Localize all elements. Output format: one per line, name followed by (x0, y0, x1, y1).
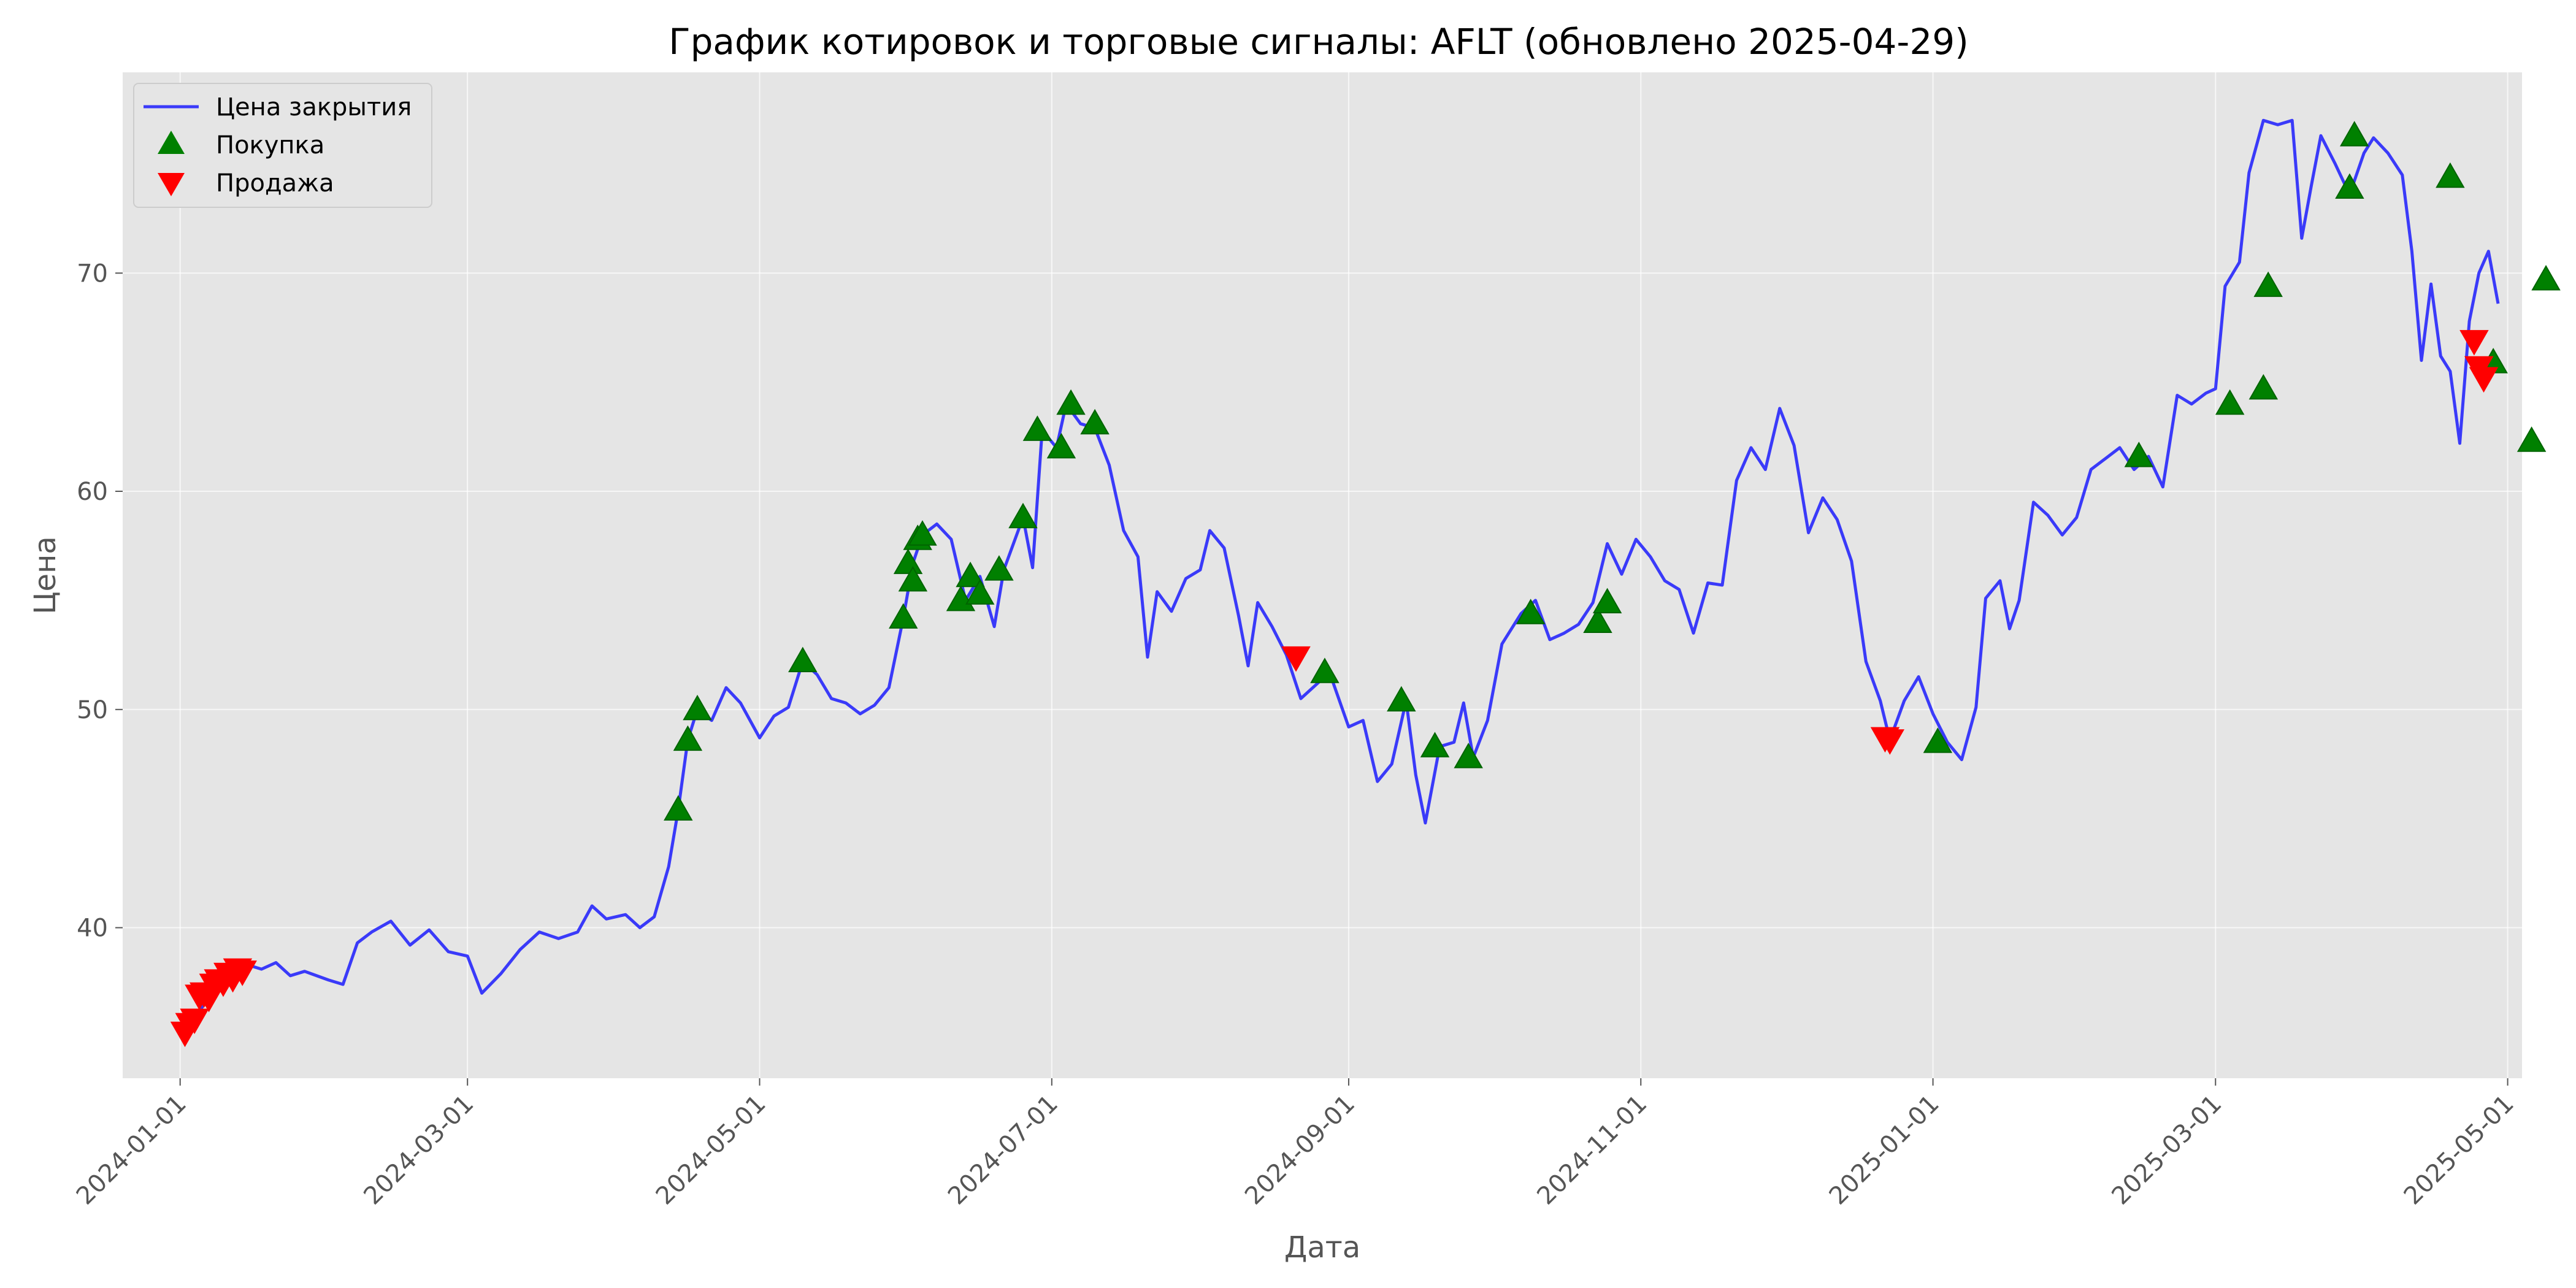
y-tick-label: 70 (77, 259, 108, 288)
buy-signal-marker (956, 561, 985, 588)
buy-signal-marker (1022, 415, 1052, 441)
x-axis-label: Дата (1284, 1230, 1360, 1265)
x-tick-label: 2024-01-01 (71, 1090, 192, 1211)
buy-signal-marker (984, 555, 1014, 581)
series-layer (170, 118, 2561, 1048)
y-axis: 40 50 60 70 (77, 259, 123, 943)
legend-sell-swatch (158, 173, 185, 196)
buy-signal-marker (2248, 374, 2279, 400)
x-tick-label: 2025-01-01 (1824, 1090, 1945, 1211)
x-tick-label: 2024-09-01 (1240, 1090, 1360, 1211)
buy-signal-marker (673, 725, 703, 751)
y-tick-label: 50 (77, 696, 108, 724)
buy-signal-marker (1592, 588, 1622, 613)
buy-signal-marker (2531, 264, 2561, 291)
legend-buy-swatch (158, 131, 185, 154)
buy-signal-marker (2436, 162, 2465, 188)
buy-signal-marker (1583, 607, 1612, 633)
x-tick-label: 2024-03-01 (358, 1090, 479, 1211)
buy-signal-marker (1046, 432, 1076, 459)
buy-signal-marker (908, 520, 937, 546)
grid (123, 72, 2522, 1078)
y-tick-label: 40 (77, 914, 108, 943)
legend-label-close: Цена закрытия (216, 93, 412, 121)
buy-signal-marker (1923, 727, 1953, 753)
sell-signal-marker (228, 960, 257, 986)
buy-signal-marker (2339, 121, 2369, 147)
legend-box (133, 83, 432, 208)
buy-signal-marker (683, 694, 712, 721)
buy-signal-marker (1387, 686, 1416, 712)
buy-signal-marker (2335, 173, 2364, 199)
sell-signal-marker (180, 1008, 209, 1034)
buy-signal-marker (1080, 408, 1110, 435)
buy-signal-marker (898, 565, 928, 592)
legend-label-buy: Покупка (216, 131, 324, 159)
buy-signal-marker (664, 795, 693, 821)
x-tick-label: 2025-05-01 (2399, 1090, 2520, 1211)
y-axis-label: Цена (28, 536, 63, 615)
buy-signal-marker (889, 603, 918, 629)
x-tick-label: 2024-05-01 (651, 1090, 772, 1211)
buy-signal-marker (893, 548, 923, 574)
buy-signal-marker (1516, 599, 1546, 624)
y-tick-label: 60 (77, 478, 108, 506)
x-tick-label: 2025-03-01 (2106, 1090, 2227, 1211)
buy-signal-marker (1056, 389, 1086, 415)
buy-signal-marker (1454, 743, 1483, 769)
buy-signal-marker (2215, 389, 2245, 415)
legend-label-sell: Продажа (216, 169, 334, 197)
buy-signal-marker (1310, 657, 1340, 683)
buy-signal-marker (946, 585, 976, 611)
buy-signal-marker (1420, 732, 1450, 757)
buy-signal-marker (1008, 502, 1038, 529)
buy-signal-marker (965, 579, 995, 605)
x-tick-label: 2024-11-01 (1531, 1090, 1652, 1211)
legend: Цена закрытия Покупка Продажа (133, 83, 432, 208)
plot-area (123, 72, 2522, 1078)
x-tick-label: 2024-07-01 (943, 1090, 1064, 1211)
sell-signal-marker (1875, 729, 1905, 755)
buy-signal-marker (2517, 426, 2547, 452)
sell-signal-marker (2469, 367, 2499, 393)
x-axis: 2024-01-01 2024-03-01 2024-05-01 2024-07-01… (71, 1078, 2520, 1210)
buy-signal-marker (788, 646, 818, 673)
buy-signal-marker (2124, 442, 2154, 467)
buy-signal-marker (2253, 271, 2283, 297)
chart-title: График котировок и торговые сигналы: AFL… (669, 21, 1969, 63)
sell-signal-marker (2459, 330, 2489, 356)
sell-signal-marker (1281, 646, 1311, 672)
